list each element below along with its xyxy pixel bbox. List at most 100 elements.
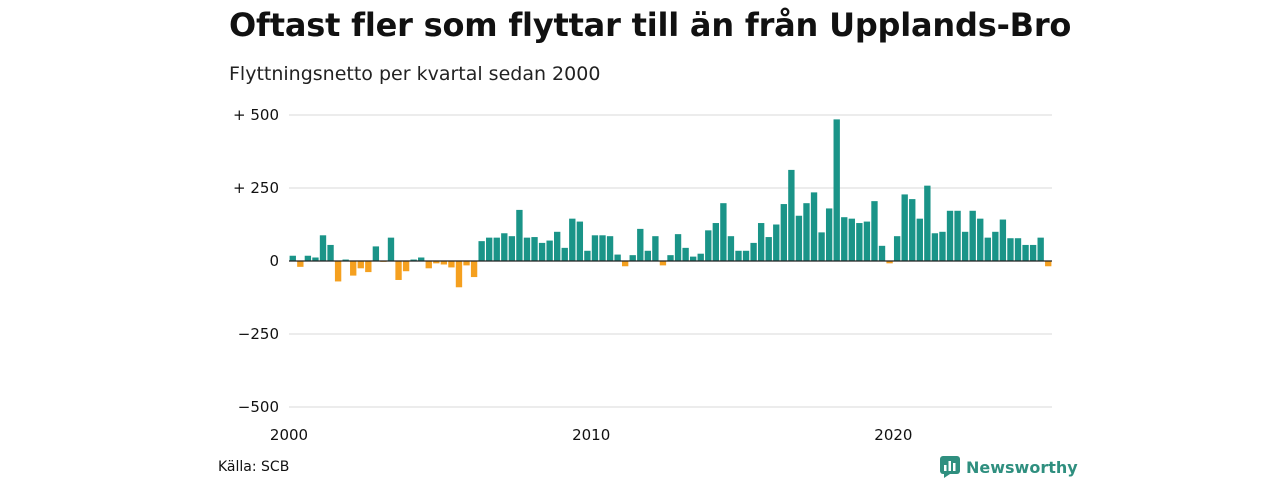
bar: 2007 K2: 85 bbox=[508, 236, 516, 261]
bar: 2001 K1: 88 bbox=[319, 235, 327, 261]
bar: 2007 K1: 95 bbox=[501, 233, 508, 261]
bar: 2013 K2: 15 bbox=[689, 256, 697, 261]
bar: 2007 K4: 80 bbox=[523, 237, 531, 261]
bar: 2019 K1: 135 bbox=[863, 221, 871, 261]
bar: 2017 K4: 180 bbox=[825, 208, 833, 261]
bar: 2000 K2: -20 bbox=[297, 261, 304, 267]
bar: 2015 K4: 82 bbox=[765, 237, 772, 261]
bar: 2018 K4: 130 bbox=[856, 223, 863, 261]
bar: 2016 K1: 125 bbox=[773, 224, 780, 261]
bar: 2001 K2: 55 bbox=[327, 244, 334, 261]
bar: 2015 K2: 62 bbox=[750, 242, 757, 261]
bar: 2019 K4: -8 bbox=[886, 261, 893, 264]
bar: 2005 K2: -22 bbox=[448, 261, 455, 268]
bar: 2015 K3: 130 bbox=[757, 223, 765, 261]
bar: 2004 K2: 12 bbox=[418, 257, 425, 261]
bar: 2010 K3: 85 bbox=[606, 236, 614, 261]
source-note: Källa: SCB bbox=[218, 459, 290, 475]
bar: 2022 K2: 100 bbox=[961, 231, 969, 261]
x-axis-tick-labels: 2000 2010 2020 bbox=[270, 426, 913, 444]
y-tick-label: −500 bbox=[238, 398, 279, 416]
brand-logo: Newsworthy bbox=[940, 456, 1078, 478]
bar: 2005 K1: -12 bbox=[440, 261, 448, 265]
bar: 2009 K1: 45 bbox=[561, 247, 568, 261]
bar: 2005 K4: -15 bbox=[463, 261, 470, 266]
x-tick-label: 2010 bbox=[572, 426, 610, 444]
bar: 2006 K1: -55 bbox=[470, 261, 478, 278]
bar: 2011 K2: 20 bbox=[629, 255, 636, 261]
bars: 2000 K1: 182000 K2: -202000 K3: 182000 K… bbox=[289, 119, 1052, 288]
bar: 2023 K3: 142 bbox=[999, 219, 1007, 261]
bar: 2019 K3: 52 bbox=[878, 245, 886, 261]
bar: 2000 K4: 12 bbox=[312, 257, 319, 261]
bar: 2021 K1: 258 bbox=[924, 185, 931, 261]
y-tick-label: + 500 bbox=[233, 106, 279, 124]
bar: 2003 K3: -65 bbox=[395, 261, 402, 280]
bar: 2004 K1: 5 bbox=[410, 259, 417, 261]
x-tick-label: 2020 bbox=[874, 426, 912, 444]
bar: 2024 K1: 78 bbox=[1014, 238, 1022, 261]
bar: 2014 K4: 35 bbox=[735, 250, 742, 261]
bar: 2008 K2: 62 bbox=[538, 242, 546, 261]
bar: 2013 K1: 45 bbox=[682, 247, 689, 261]
bar: 2024 K4: 80 bbox=[1037, 237, 1044, 261]
bar: 2020 K4: 145 bbox=[916, 218, 923, 261]
bar: 2003 K4: -35 bbox=[402, 261, 410, 272]
bar: 2010 K4: 22 bbox=[614, 254, 621, 261]
bar: 2021 K4: 172 bbox=[946, 210, 954, 261]
bar: 2016 K4: 155 bbox=[795, 215, 803, 261]
bar: 2022 K3: 172 bbox=[969, 210, 976, 261]
bar: 2022 K1: 172 bbox=[954, 210, 961, 261]
bar: 2000 K3: 18 bbox=[304, 255, 312, 261]
bar: 2025 K1: -18 bbox=[1045, 261, 1052, 267]
x-tick-label: 2000 bbox=[270, 426, 308, 444]
bar: 2006 K3: 80 bbox=[486, 237, 493, 261]
bar: 2002 K4: 50 bbox=[372, 246, 380, 261]
bar: 2023 K2: 100 bbox=[992, 231, 999, 261]
bar: 2017 K1: 198 bbox=[803, 203, 810, 261]
y-tick-label: −250 bbox=[238, 325, 279, 343]
bar: 2018 K2: 150 bbox=[841, 217, 848, 261]
bar: 2018 K3: 145 bbox=[848, 218, 855, 261]
bar: 2023 K1: 80 bbox=[984, 237, 991, 261]
chart-title: Oftast fler som flyttar till än från Upp… bbox=[229, 6, 1072, 44]
bar: 2000 K1: 18 bbox=[289, 255, 296, 261]
bar: 2008 K3: 70 bbox=[546, 240, 553, 261]
bar: 2004 K4: -8 bbox=[433, 261, 440, 264]
bar: 2014 K1: 130 bbox=[712, 223, 719, 261]
bar: 2012 K1: 85 bbox=[652, 236, 659, 261]
bar: 2006 K4: 80 bbox=[493, 237, 500, 261]
bar: 2007 K3: 175 bbox=[516, 209, 523, 261]
bar: 2012 K3: 20 bbox=[667, 255, 674, 261]
bar: 2011 K1: -18 bbox=[622, 261, 629, 267]
y-tick-label: + 250 bbox=[233, 179, 279, 197]
bar: 2001 K3: -70 bbox=[334, 261, 342, 282]
bar: 2024 K3: 55 bbox=[1029, 244, 1037, 261]
bar: 2019 K2: 205 bbox=[871, 201, 878, 261]
bar: 2011 K3: 110 bbox=[637, 228, 644, 261]
bar: 2021 K2: 95 bbox=[931, 233, 939, 261]
bar: 2013 K4: 105 bbox=[705, 230, 712, 261]
bar: 2020 K2: 228 bbox=[901, 194, 908, 261]
bar: 2015 K1: 35 bbox=[742, 250, 750, 261]
bar: 2002 K1: -50 bbox=[350, 261, 357, 276]
bar: 2014 K2: 198 bbox=[720, 203, 727, 261]
bar: 2022 K4: 145 bbox=[977, 218, 984, 261]
bar: 2006 K2: 68 bbox=[478, 241, 485, 261]
brand-name: Newsworthy bbox=[966, 457, 1078, 477]
bar: 2013 K3: 25 bbox=[697, 253, 704, 261]
bar: 2004 K3: -25 bbox=[425, 261, 432, 269]
bar: 2018 K1: 485 bbox=[833, 119, 840, 261]
bar: 2012 K2: -15 bbox=[659, 261, 667, 266]
chart-subtitle: Flyttningsnetto per kvartal sedan 2000 bbox=[229, 63, 601, 85]
bar: 2002 K3: -38 bbox=[365, 261, 372, 273]
bar: 2010 K2: 88 bbox=[599, 235, 606, 261]
bar: 2001 K4: 5 bbox=[342, 259, 349, 261]
bar: 2005 K3: -90 bbox=[455, 261, 463, 288]
bar: 2002 K2: -25 bbox=[357, 261, 364, 269]
newsworthy-logo-icon bbox=[940, 456, 960, 478]
bar: 2009 K3: 135 bbox=[576, 221, 584, 261]
y-tick-label: 0 bbox=[269, 252, 279, 270]
bar: 2010 K1: 88 bbox=[591, 235, 599, 261]
